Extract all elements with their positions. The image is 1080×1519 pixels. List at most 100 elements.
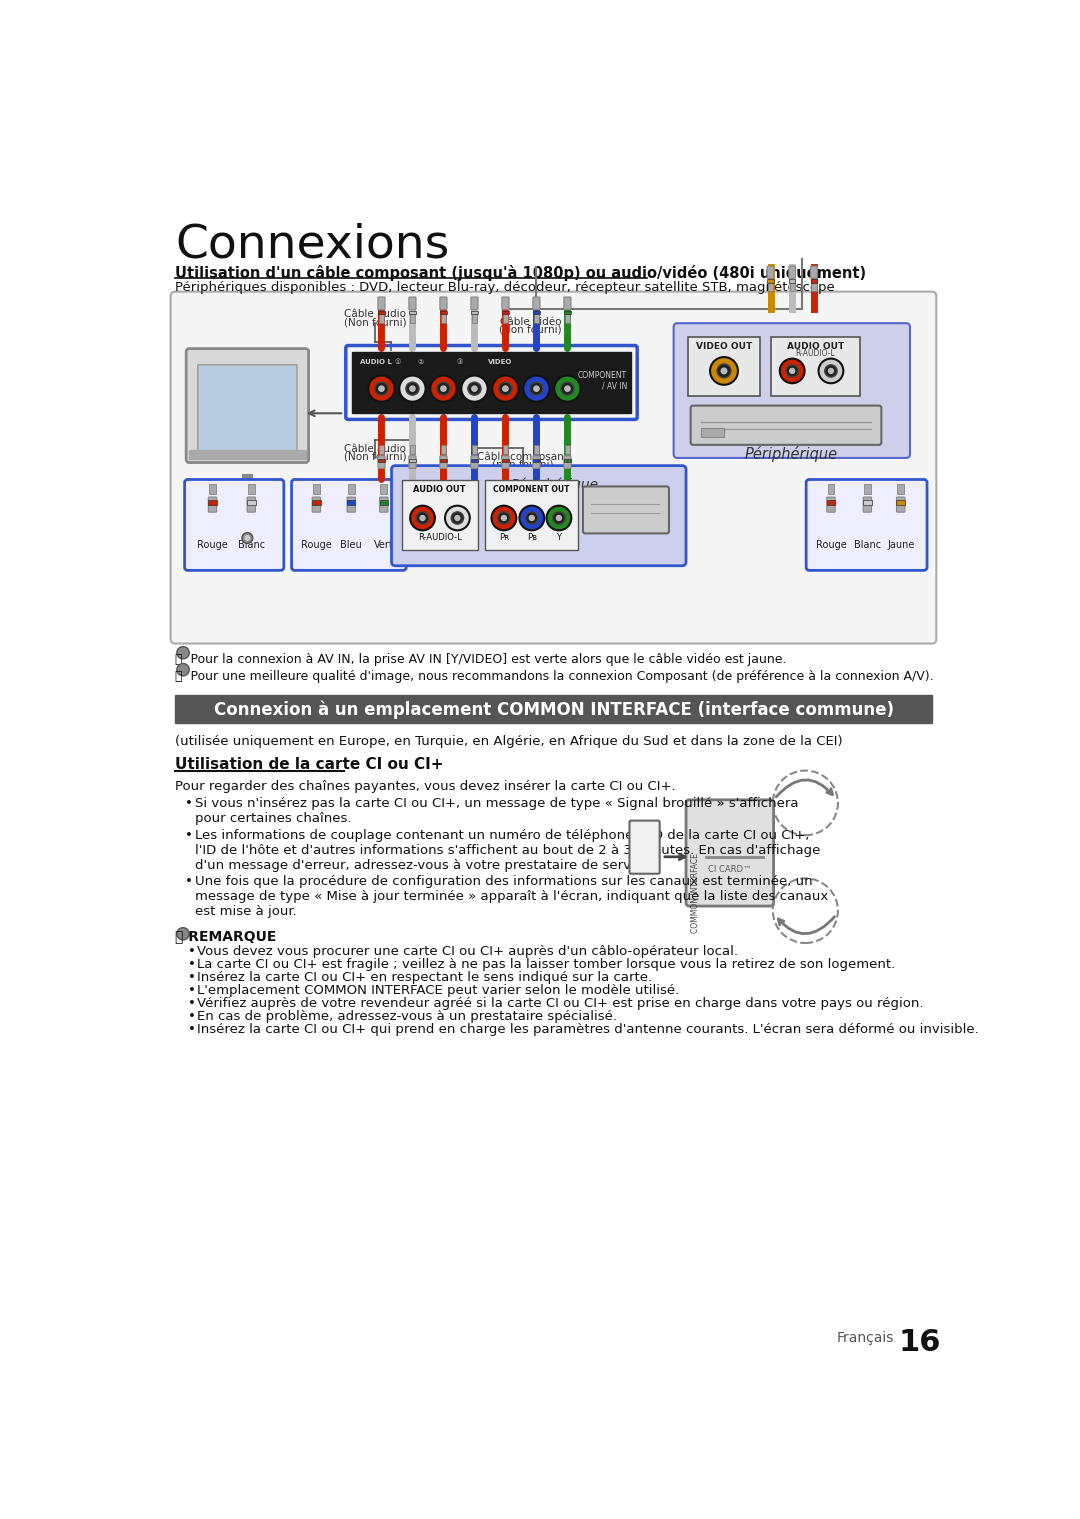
Circle shape	[501, 515, 507, 521]
Text: •: •	[185, 829, 192, 842]
Text: Utilisation d'un câble composant (jusqu'à 1080p) ou audio/vidéo (480i uniquement: Utilisation d'un câble composant (jusqu'…	[175, 266, 866, 281]
Bar	[471, 311, 478, 314]
Circle shape	[420, 515, 426, 521]
Text: VIDEO: VIDEO	[488, 360, 512, 366]
Circle shape	[242, 533, 253, 544]
Text: Périphériques disponibles : DVD, lecteur Blu-ray, décodeur, récepteur satellite : Périphériques disponibles : DVD, lecteur…	[175, 281, 835, 293]
Circle shape	[430, 375, 457, 401]
Text: 16: 16	[899, 1328, 941, 1356]
FancyBboxPatch shape	[186, 348, 309, 463]
Bar	[208, 500, 217, 504]
Circle shape	[710, 357, 738, 384]
Circle shape	[416, 512, 429, 524]
Text: ③: ③	[457, 360, 463, 366]
Text: Blanc: Blanc	[854, 541, 881, 550]
Bar	[789, 283, 795, 290]
Circle shape	[379, 386, 384, 392]
Bar	[768, 283, 773, 290]
Circle shape	[451, 512, 463, 524]
Text: COMPONENT
/ AV IN: COMPONENT / AV IN	[578, 371, 627, 390]
Text: ①: ①	[394, 360, 401, 366]
Text: (Non fourni): (Non fourni)	[343, 317, 406, 327]
FancyBboxPatch shape	[185, 480, 284, 570]
Text: AUDIO L: AUDIO L	[360, 360, 392, 366]
Circle shape	[786, 365, 798, 377]
Circle shape	[519, 506, 544, 530]
Text: •: •	[185, 797, 192, 810]
Text: Pʙ: Pʙ	[527, 533, 537, 542]
Bar	[210, 485, 216, 495]
FancyBboxPatch shape	[471, 456, 478, 468]
Bar	[348, 485, 354, 495]
FancyBboxPatch shape	[409, 298, 416, 310]
Circle shape	[410, 506, 435, 530]
Text: Périphérique: Périphérique	[510, 477, 598, 492]
Text: Jaune: Jaune	[887, 541, 915, 550]
FancyBboxPatch shape	[208, 497, 217, 512]
Circle shape	[499, 383, 512, 395]
Circle shape	[177, 647, 189, 659]
Text: Câble composant: Câble composant	[477, 451, 568, 462]
Text: Bleu: Bleu	[340, 541, 362, 550]
FancyBboxPatch shape	[583, 486, 669, 533]
Text: •: •	[188, 1010, 195, 1022]
Circle shape	[526, 512, 538, 524]
FancyBboxPatch shape	[686, 801, 773, 905]
Circle shape	[534, 386, 539, 392]
Bar	[347, 500, 355, 504]
Text: R-AUDIO-L: R-AUDIO-L	[796, 349, 835, 358]
Circle shape	[556, 515, 562, 521]
Bar	[440, 311, 447, 314]
Bar	[247, 500, 256, 504]
FancyBboxPatch shape	[230, 507, 265, 530]
Bar	[502, 314, 509, 322]
Circle shape	[503, 386, 508, 392]
Bar	[378, 459, 384, 462]
Text: •: •	[188, 971, 195, 984]
FancyBboxPatch shape	[402, 480, 478, 550]
Bar	[472, 314, 477, 322]
Text: Si vous n'insérez pas la carte CI ou CI+, un message de type « Signal brouillé »: Si vous n'insérez pas la carte CI ou CI+…	[195, 797, 799, 825]
Circle shape	[461, 375, 488, 401]
Bar	[534, 445, 539, 454]
Circle shape	[819, 358, 843, 383]
Bar	[380, 485, 388, 495]
Bar	[189, 450, 306, 459]
FancyBboxPatch shape	[502, 456, 509, 468]
Bar	[409, 314, 415, 322]
Text: Pʀ: Pʀ	[499, 533, 509, 542]
Text: •: •	[188, 996, 195, 1010]
FancyBboxPatch shape	[502, 298, 509, 310]
FancyBboxPatch shape	[691, 406, 881, 445]
Bar	[409, 445, 415, 454]
Circle shape	[492, 375, 518, 401]
Bar	[767, 279, 773, 283]
Circle shape	[554, 375, 581, 401]
Bar	[352, 352, 631, 413]
Text: Les informations de couplage contenant un numéro de téléphone, l'ID de la carte : Les informations de couplage contenant u…	[195, 829, 821, 872]
Text: •: •	[188, 957, 195, 971]
Bar	[788, 279, 796, 283]
Bar	[534, 314, 539, 322]
Bar	[811, 279, 818, 283]
Circle shape	[455, 515, 460, 521]
Text: Une fois que la procédure de configuration des informations sur les canaux est t: Une fois que la procédure de configurati…	[195, 875, 828, 917]
Text: Connexion à un emplacement COMMON INTERFACE (interface commune): Connexion à un emplacement COMMON INTERF…	[214, 700, 893, 718]
FancyBboxPatch shape	[198, 365, 297, 451]
Text: En cas de problème, adressez-vous à un prestataire spécialisé.: En cas de problème, adressez-vous à un p…	[197, 1010, 617, 1022]
Circle shape	[565, 386, 570, 392]
Circle shape	[717, 365, 731, 378]
Bar	[863, 500, 872, 504]
Bar	[564, 459, 571, 462]
Bar	[379, 314, 384, 322]
Text: COMMON INTERFACE: COMMON INTERFACE	[691, 854, 700, 933]
FancyBboxPatch shape	[292, 480, 406, 570]
FancyBboxPatch shape	[827, 497, 835, 512]
Text: •: •	[188, 945, 195, 957]
FancyBboxPatch shape	[630, 820, 660, 873]
Bar	[502, 445, 509, 454]
Bar	[502, 459, 509, 462]
FancyBboxPatch shape	[532, 298, 540, 310]
Circle shape	[375, 383, 388, 395]
Bar	[378, 311, 384, 314]
